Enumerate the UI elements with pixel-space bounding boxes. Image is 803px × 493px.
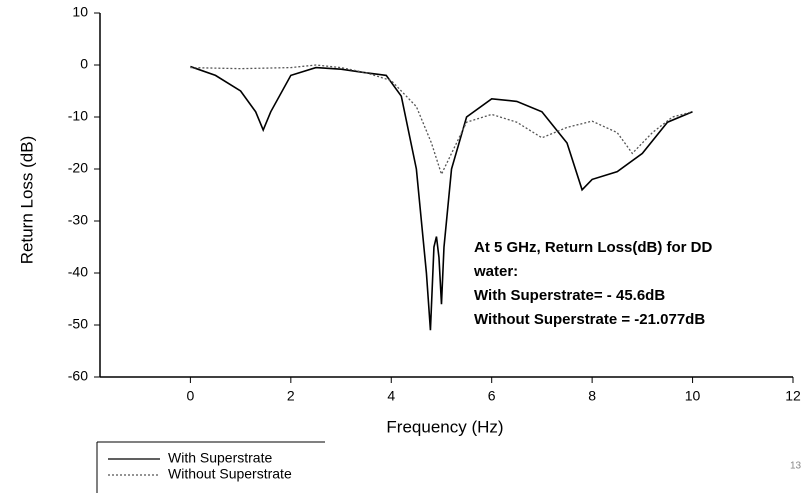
x-axis-label: Frequency (Hz)	[386, 417, 503, 436]
x-tick-label: 4	[387, 388, 395, 404]
y-tick-label: -60	[68, 368, 88, 384]
y-tick-label: 0	[80, 56, 88, 72]
y-tick-label: 10	[72, 4, 88, 20]
data-line	[190, 64, 693, 176]
annotation: Without Superstrate = -21.077dB	[474, 311, 705, 328]
annotation: At 5 GHz, Return Loss(dB) for DD	[474, 239, 712, 256]
y-tick-label: -20	[68, 160, 88, 176]
y-tick-label: -50	[68, 316, 88, 332]
x-tick-label: 6	[488, 388, 496, 404]
y-tick-label: -40	[68, 264, 88, 280]
x-tick-label: 12	[785, 388, 801, 404]
x-tick-label: 10	[685, 388, 701, 404]
x-tick-label: 8	[588, 388, 596, 404]
annotation: water:	[473, 263, 518, 280]
page-number: 13	[790, 461, 802, 472]
y-tick-label: -10	[68, 108, 88, 124]
legend-label: Without Superstrate	[168, 466, 292, 482]
legend-label: With Superstrate	[168, 450, 272, 466]
x-tick-label: 0	[186, 388, 194, 404]
annotation: With Superstrate= - 45.6dB	[474, 287, 665, 304]
data-line	[190, 65, 693, 331]
x-tick-label: 2	[287, 388, 295, 404]
y-axis-label: Return Loss (dB)	[17, 136, 36, 265]
y-tick-label: -30	[68, 212, 88, 228]
